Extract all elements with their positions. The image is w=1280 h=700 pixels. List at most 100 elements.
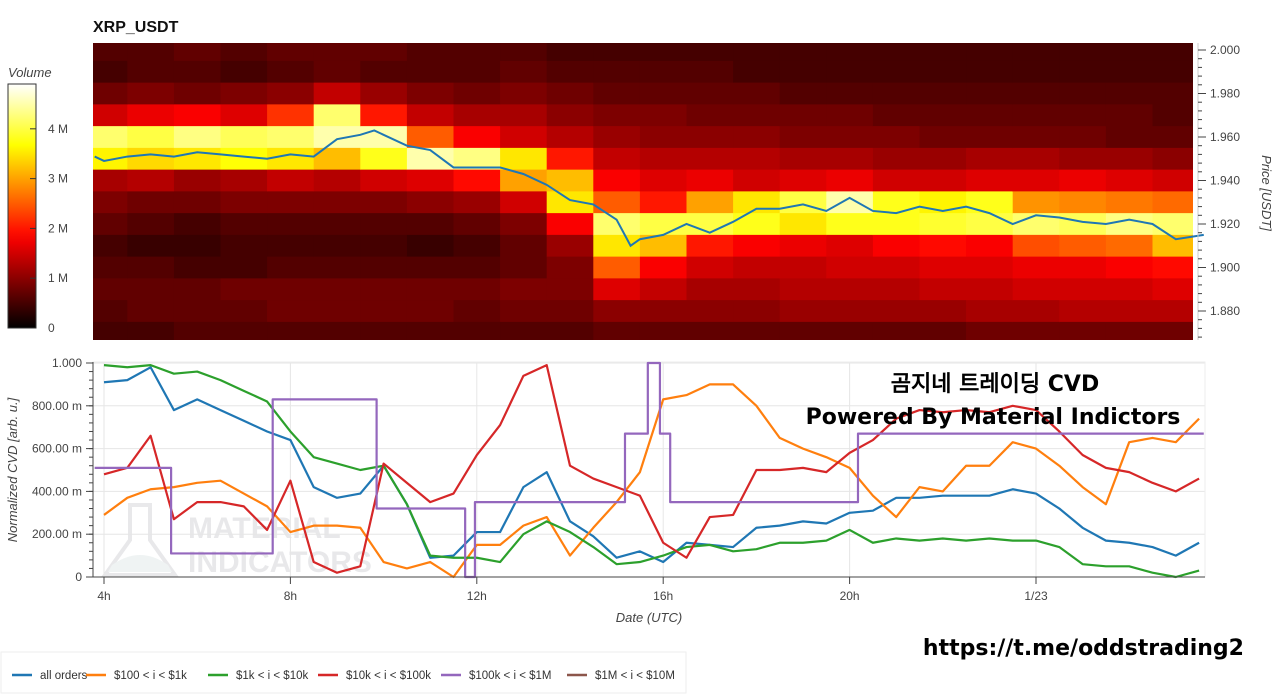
heatmap-cell xyxy=(173,169,221,192)
heatmap-cell xyxy=(919,147,967,171)
price-line xyxy=(94,129,1204,248)
heatmap-cell xyxy=(173,126,221,149)
heatmap-cell xyxy=(1105,278,1153,301)
heatmap-cell xyxy=(267,256,315,279)
heatmap-cell xyxy=(872,300,920,323)
heatmap-cell xyxy=(360,147,408,171)
heatmap-cell xyxy=(686,82,734,105)
heatmap-cell xyxy=(639,43,687,62)
heatmap-cell xyxy=(1059,169,1107,192)
heatmap-cell xyxy=(872,213,920,236)
legend-item[interactable]: $100 < i < $1k xyxy=(86,670,187,682)
heatmap-cell xyxy=(406,104,454,127)
heatmap-cell xyxy=(826,60,874,84)
heatmap-cell xyxy=(406,278,454,301)
heatmap-cell xyxy=(267,60,315,84)
heatmap-cell xyxy=(826,126,874,149)
heatmap-cell xyxy=(593,300,641,323)
heatmap-cell xyxy=(1152,82,1193,105)
heatmap-cell xyxy=(1012,278,1060,301)
heatmap-cell xyxy=(779,169,827,192)
colorbar-tick-label: 0 xyxy=(48,321,55,335)
heatmap-cell xyxy=(826,256,874,279)
heatmap-cell xyxy=(639,191,687,214)
heatmap-cell xyxy=(872,60,920,84)
heatmap-cell xyxy=(453,43,501,62)
legend-label: all orders xyxy=(40,670,88,682)
heatmap-cell xyxy=(1105,147,1153,171)
cvd-axes: 0 200.00 m 400.00 m 600.00 m 800.00 m 1.000 4h… xyxy=(32,356,1205,603)
heatmap-cell xyxy=(127,234,175,258)
cvd-y-tick-label: 1.000 xyxy=(52,356,82,370)
heatmap-cell xyxy=(93,300,128,323)
heatmap-cell xyxy=(1152,234,1193,258)
heatmap-cell xyxy=(453,300,501,323)
heatmap-cell xyxy=(779,256,827,279)
heatmap-cell xyxy=(546,104,594,127)
heatmap-cell xyxy=(406,126,454,149)
legend-label: $10k < i < $100k xyxy=(346,670,431,682)
heatmap-cell xyxy=(779,147,827,171)
heatmap-cell xyxy=(919,43,967,62)
heatmap-cell xyxy=(826,147,874,171)
heatmap-cell xyxy=(733,126,781,149)
heatmap-cell xyxy=(966,321,1014,340)
legend-item[interactable]: $1M < i < $10M xyxy=(567,670,675,682)
heatmap-cell xyxy=(1059,321,1107,340)
heatmap-cell xyxy=(1012,169,1060,192)
heatmap-cell xyxy=(966,60,1014,84)
heatmap-cell xyxy=(872,191,920,214)
heatmap-cell xyxy=(966,82,1014,105)
cvd-x-axis-label: Date (UTC) xyxy=(616,610,682,625)
heatmap-cell xyxy=(1059,300,1107,323)
heatmap-cell xyxy=(779,43,827,62)
heatmap-cell xyxy=(1059,60,1107,84)
heatmap-cell xyxy=(267,147,315,171)
heatmap-cell xyxy=(173,82,221,105)
heatmap-cell xyxy=(220,60,268,84)
heatmap-cell xyxy=(313,321,361,340)
heatmap-cell xyxy=(1059,278,1107,301)
heatmap-cell xyxy=(826,278,874,301)
heatmap-cell xyxy=(406,147,454,171)
heatmap-cell xyxy=(1152,300,1193,323)
heatmap-cell xyxy=(546,234,594,258)
heatmap-cell xyxy=(406,169,454,192)
heatmap-cell xyxy=(406,191,454,214)
heatmap-cell xyxy=(313,60,361,84)
price-tick-label: 1.960 xyxy=(1210,130,1240,144)
heatmap-cell xyxy=(546,321,594,340)
telegram-link[interactable]: https://t.me/oddstrading2 xyxy=(923,636,1244,661)
heatmap-cell xyxy=(593,213,641,236)
heatmap-cell xyxy=(453,104,501,127)
heatmap-cell xyxy=(593,126,641,149)
heatmap-cell xyxy=(173,278,221,301)
cvd-lines xyxy=(94,361,1204,579)
heatmap-cell xyxy=(406,43,454,62)
heatmap-cell xyxy=(1059,104,1107,127)
heatmap-cell xyxy=(313,213,361,236)
heatmap-cell xyxy=(127,104,175,127)
heatmap-cell xyxy=(779,82,827,105)
legend-item[interactable]: all orders xyxy=(12,670,88,682)
legend-item[interactable]: $1k < i < $10k xyxy=(208,670,308,682)
heatmap-cell xyxy=(733,191,781,214)
colorbar-tick-label: 2 M xyxy=(48,221,68,235)
heatmap-cell xyxy=(220,300,268,323)
legend-item[interactable]: $100k < i < $1M xyxy=(441,670,551,682)
heatmap-cell xyxy=(127,169,175,192)
legend-item[interactable]: $10k < i < $100k xyxy=(318,670,431,682)
heatmap-cell xyxy=(267,126,315,149)
heatmap-cell xyxy=(1012,300,1060,323)
heatmap-cell xyxy=(1152,126,1193,149)
heatmap-cell xyxy=(593,321,641,340)
heatmap-cell xyxy=(966,126,1014,149)
heatmap-cell xyxy=(872,169,920,192)
heatmap-cell xyxy=(779,104,827,127)
heatmap-cell xyxy=(639,82,687,105)
heatmap-cell xyxy=(127,60,175,84)
heatmap-cell xyxy=(1152,191,1193,214)
heatmap-cell xyxy=(220,147,268,171)
overlay-powered-by: Powered By Material Indictors xyxy=(806,405,1181,430)
heatmap-cell xyxy=(173,43,221,62)
